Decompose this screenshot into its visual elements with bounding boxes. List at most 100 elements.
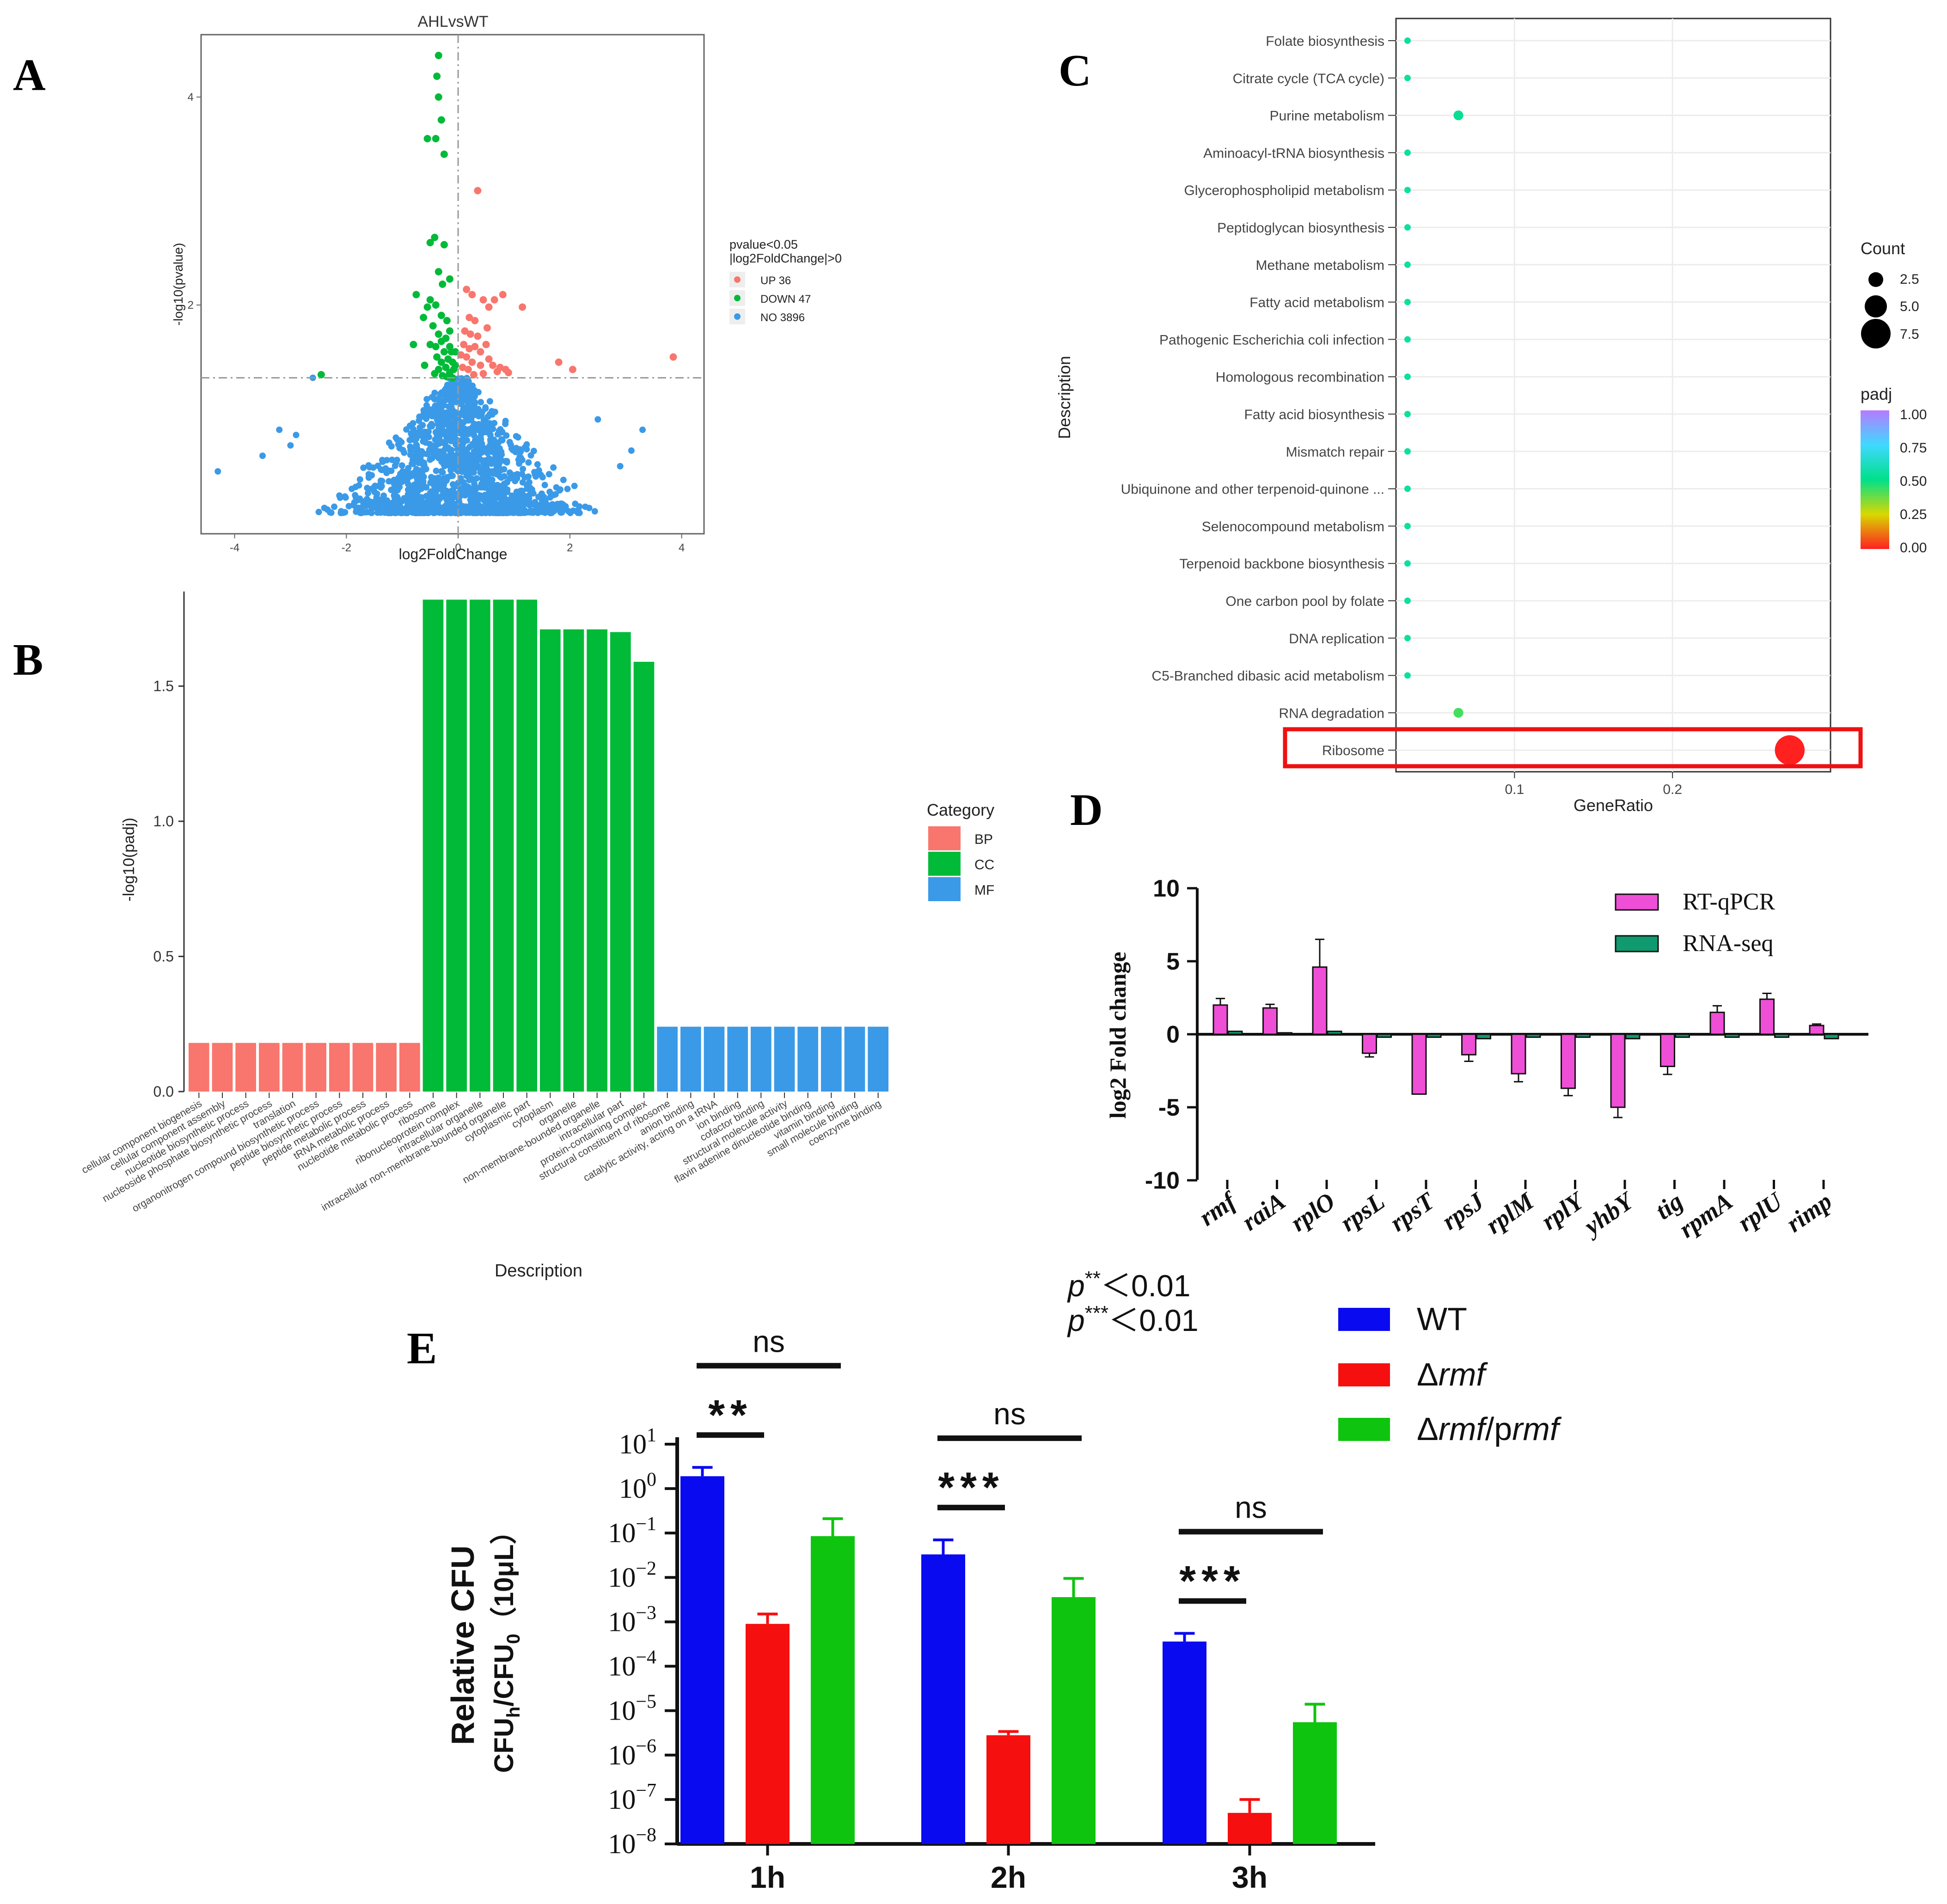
- panel-a-legend-title-2: |log2FoldChange|>0: [729, 251, 842, 265]
- panel-a-point-no: [396, 499, 403, 506]
- panel-a-point-no: [449, 428, 456, 435]
- panel-e-ytick-label: 10−4: [608, 1647, 656, 1682]
- panel-a-title: AHLvsWT: [418, 13, 489, 31]
- panel-a-point-up: [474, 332, 482, 340]
- panel-c-dot: [1404, 635, 1411, 641]
- panel-a-point-up: [485, 355, 493, 363]
- panel-a-point-no: [488, 499, 495, 506]
- panel-a-point-no: [443, 477, 450, 484]
- panel-a-point-no: [564, 486, 571, 493]
- panel-b-bar: [189, 1043, 209, 1092]
- panel-a-point-no: [287, 442, 294, 449]
- panel-d-bar-rnaseq: [1426, 1033, 1442, 1038]
- panel-a-point-down: [435, 268, 442, 275]
- panel-a-point-no: [355, 504, 361, 511]
- panel-c-ribosome-highlight: [1283, 727, 1863, 769]
- panel-a-point-up: [463, 353, 471, 361]
- panel-a-point-no: [591, 508, 598, 515]
- panel-a-point-no: [416, 503, 422, 510]
- panel-a-point-no: [379, 458, 386, 465]
- panel-e-bar: [1293, 1722, 1337, 1844]
- panel-a-point-no: [427, 456, 434, 463]
- panel-a-point-no: [345, 503, 352, 510]
- panel-e-ytick-label: 10−6: [608, 1736, 656, 1770]
- panel-d-bar-rtqpcr: [1411, 1033, 1427, 1095]
- panel-a-point-down: [432, 135, 440, 142]
- panel-e-ylabel: Relative CFU: [445, 1545, 481, 1745]
- panel-a-point-no: [460, 479, 467, 486]
- panel-c-xticks: 0.1 0.2: [1505, 772, 1682, 797]
- panel-a-point-no: [503, 432, 510, 439]
- panel-e-legend-complement-swatch: [1338, 1418, 1390, 1441]
- panel-a-ytick-label: 4: [188, 91, 194, 104]
- panel-a-point-no: [434, 430, 441, 437]
- panel-a-point-down: [432, 343, 440, 350]
- panel-a-point-no: [372, 482, 379, 489]
- panel-e-bar: [1163, 1642, 1206, 1844]
- panel-a-point-no: [413, 442, 420, 449]
- panel-a-point-down: [412, 291, 420, 299]
- panel-a-point-no: [420, 407, 427, 414]
- panel-c-dot: [1453, 708, 1463, 718]
- panel-a-point-no: [496, 455, 503, 462]
- panel-c-dot: [1404, 560, 1411, 567]
- panel-b-bar: [821, 1026, 842, 1092]
- panel-a-point-no: [449, 487, 456, 494]
- panel-a-point-no: [530, 500, 537, 507]
- panel-a-point-down: [440, 348, 448, 356]
- panel-a-point-no: [432, 436, 439, 443]
- panel-a-point-no: [491, 420, 498, 427]
- panel-b-bar: [259, 1043, 280, 1092]
- panel-a-point-up: [470, 371, 478, 378]
- panel-c-dot: [1775, 735, 1805, 765]
- panel-c-category-label: Citrate cycle (TCA cycle): [1233, 71, 1384, 86]
- panel-c-category-label: Pathogenic Escherichia coli infection: [1159, 332, 1384, 348]
- panel-d-xtick-label: rpsJ: [1437, 1187, 1490, 1235]
- panel-a-point-no: [365, 490, 372, 497]
- panel-c-padj-title: padj: [1861, 384, 1892, 403]
- panel-a-xlabel: log2FoldChange: [399, 546, 508, 562]
- panel-a-point-up: [479, 370, 487, 378]
- panel-a-point-no: [450, 387, 457, 394]
- panel-e-legend-rmf-swatch: [1338, 1363, 1390, 1386]
- panel-d-bar-rtqpcr: [1511, 1033, 1526, 1074]
- panel-a-point-no: [417, 495, 424, 502]
- panel-a-point-no: [519, 479, 526, 486]
- panel-a-point-no: [442, 421, 449, 427]
- panel-c-count-label-3: 7.5: [1900, 327, 1919, 342]
- panel-a-point-up: [474, 187, 482, 195]
- panel-a-point-no: [523, 441, 530, 448]
- panel-b-legend-title: Category: [927, 800, 994, 819]
- panel-b-ytick-label: 0.0: [153, 1083, 174, 1100]
- panel-label-b: B: [13, 635, 43, 685]
- panel-a-point-no: [501, 480, 508, 487]
- panel-a-point-up: [477, 361, 484, 369]
- panel-a-point-up: [669, 353, 677, 361]
- panel-a-point-down: [433, 353, 441, 361]
- panel-c-category-labels: Folate biosynthesis Citrate cycle (TCA cy…: [1121, 34, 1396, 758]
- panel-b-legend-cc: CC: [974, 857, 994, 873]
- panel-a-point-down: [439, 281, 447, 288]
- panel-a-point-up: [471, 317, 479, 324]
- panel-a-point-no: [594, 416, 601, 423]
- panel-a-point-down: [437, 358, 445, 366]
- panel-a-point-no: [394, 487, 401, 494]
- panel-c-padj-colorbar: [1861, 410, 1889, 549]
- panel-a-point-down: [435, 52, 442, 59]
- panel-c-category-label: Ubiquinone and other terpenoid-quinone .…: [1121, 482, 1384, 497]
- panel-d-bar-rnaseq: [1277, 1032, 1292, 1035]
- panel-d-bar-rnaseq: [1377, 1033, 1392, 1038]
- panel-b-bar: [657, 1026, 678, 1092]
- panel-c-count-legend-dot: [1868, 272, 1883, 287]
- panel-a-point-no: [469, 400, 476, 407]
- panel-c-category-label: Terpenoid backbone biosynthesis: [1179, 556, 1384, 572]
- panel-d-yticks: 10 5 0 -5 -10: [1145, 875, 1197, 1194]
- panel-a-legend-up-marker: [734, 276, 741, 283]
- panel-c-count-title: Count: [1861, 239, 1905, 258]
- panel-a-point-no: [391, 480, 398, 487]
- panel-d-bar-rtqpcr: [1262, 1007, 1278, 1035]
- panel-a-point-no: [404, 486, 411, 493]
- panel-a-point-no: [396, 478, 403, 485]
